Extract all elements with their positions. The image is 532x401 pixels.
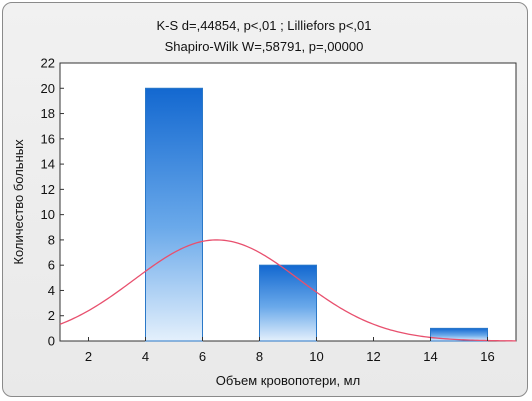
y-tick-label: 16 (41, 131, 55, 146)
histogram-bar-1 (259, 264, 317, 342)
x-tick-label: 10 (309, 349, 323, 364)
histogram-bar-0 (145, 87, 203, 342)
chart-subtitle: Shapiro-Wilk W=,58791, p=,00000 (165, 39, 364, 54)
y-tick-label: 22 (41, 56, 55, 71)
x-tick-label: 14 (423, 349, 437, 364)
x-tick-label: 16 (480, 349, 494, 364)
x-axis-label: Объем кровопотери, мл (216, 373, 360, 388)
histogram-bar-2 (430, 327, 488, 342)
chart-title: K-S d=,44854, p<,01 ; Lilliefors p<,01 (156, 18, 371, 33)
y-tick-label: 12 (41, 182, 55, 197)
x-tick-label: 8 (256, 349, 263, 364)
y-tick-label: 6 (48, 258, 55, 273)
x-tick-label: 6 (199, 349, 206, 364)
x-tick-label: 4 (142, 349, 149, 364)
y-tick-label: 18 (41, 106, 55, 121)
y-tick-label: 0 (48, 334, 55, 349)
y-tick-label: 4 (48, 283, 55, 298)
y-tick-label: 10 (41, 207, 55, 222)
y-tick-label: 2 (48, 308, 55, 323)
y-tick-label: 8 (48, 232, 55, 247)
normal-fit-curve (59, 239, 517, 342)
x-tick-label: 12 (366, 349, 380, 364)
y-tick-label: 14 (41, 157, 55, 172)
y-tick-label: 20 (41, 81, 55, 96)
x-tick-label: 2 (85, 349, 92, 364)
y-axis-label: Количество больных (11, 139, 26, 265)
